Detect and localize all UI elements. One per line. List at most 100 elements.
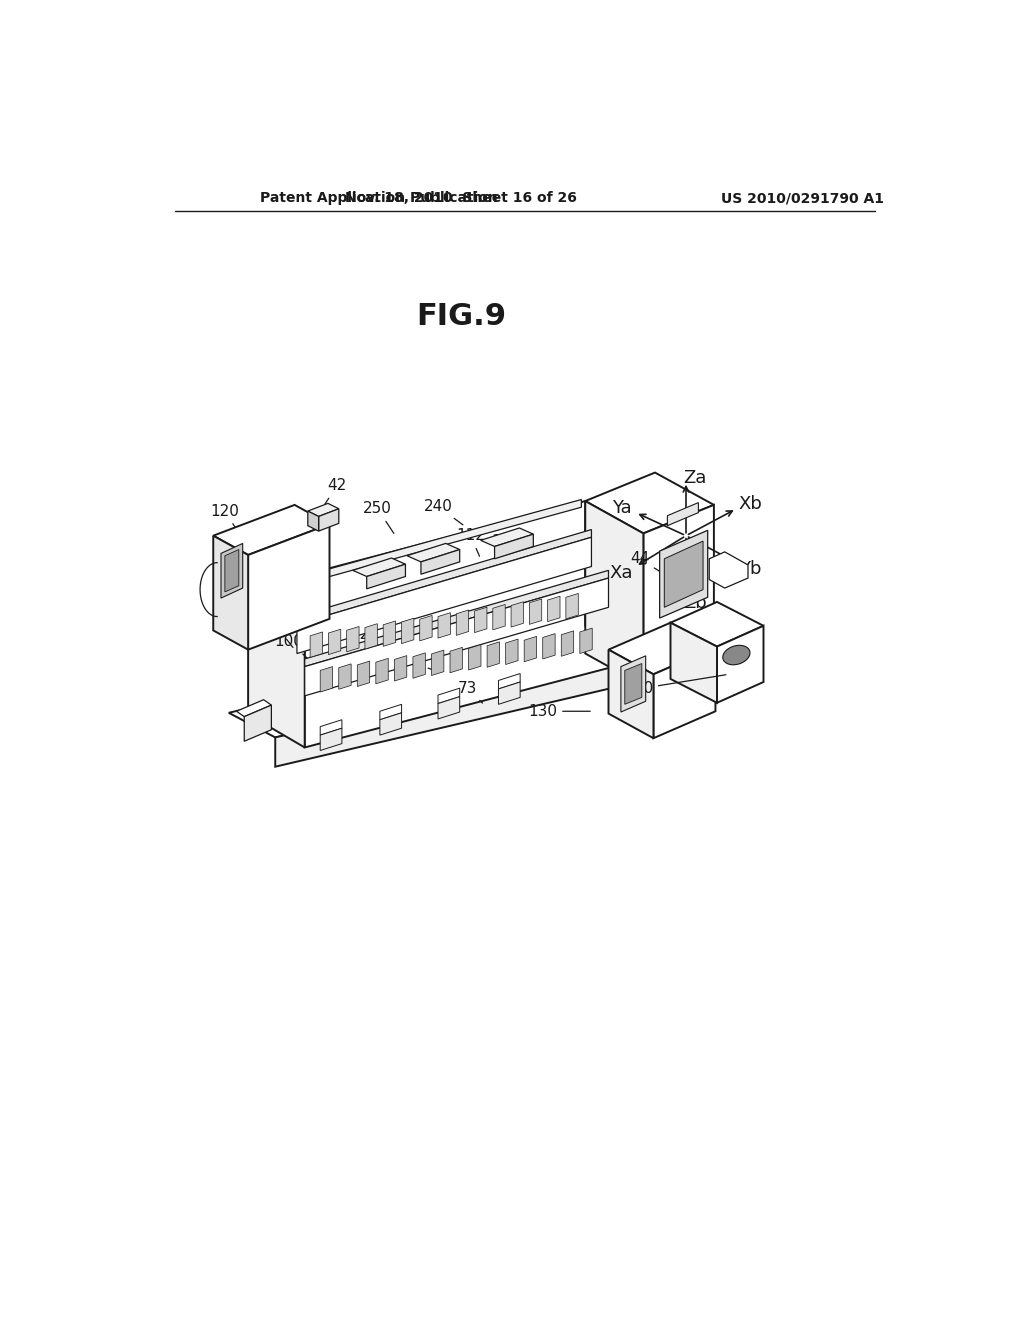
Polygon shape bbox=[653, 647, 716, 738]
Polygon shape bbox=[213, 506, 330, 554]
Polygon shape bbox=[431, 651, 443, 676]
Text: 60: 60 bbox=[365, 642, 393, 664]
Polygon shape bbox=[213, 536, 248, 649]
Text: 80: 80 bbox=[634, 675, 726, 696]
Polygon shape bbox=[421, 549, 460, 574]
Polygon shape bbox=[321, 719, 342, 735]
Text: Za: Za bbox=[684, 469, 707, 487]
Text: 70: 70 bbox=[378, 655, 404, 672]
Polygon shape bbox=[225, 549, 239, 591]
Polygon shape bbox=[339, 664, 351, 689]
Polygon shape bbox=[347, 627, 359, 652]
Polygon shape bbox=[659, 531, 708, 618]
Text: 120: 120 bbox=[211, 503, 240, 533]
Polygon shape bbox=[608, 649, 653, 738]
Polygon shape bbox=[260, 499, 582, 595]
Polygon shape bbox=[474, 607, 487, 632]
Polygon shape bbox=[380, 713, 401, 735]
Text: Yb: Yb bbox=[739, 560, 762, 578]
Polygon shape bbox=[723, 645, 750, 665]
Polygon shape bbox=[438, 612, 451, 638]
Polygon shape bbox=[305, 570, 608, 667]
Polygon shape bbox=[310, 632, 323, 657]
Text: 74: 74 bbox=[267, 619, 293, 647]
Polygon shape bbox=[438, 688, 460, 704]
Polygon shape bbox=[275, 645, 671, 767]
Polygon shape bbox=[438, 697, 460, 719]
Text: 73: 73 bbox=[458, 681, 482, 704]
Polygon shape bbox=[671, 623, 717, 702]
Polygon shape bbox=[321, 667, 333, 692]
Text: 110: 110 bbox=[492, 535, 522, 568]
Polygon shape bbox=[524, 636, 537, 661]
Polygon shape bbox=[548, 597, 560, 622]
Polygon shape bbox=[357, 661, 370, 686]
Polygon shape bbox=[586, 502, 643, 686]
Text: Patent Application Publication: Patent Application Publication bbox=[260, 191, 498, 206]
Polygon shape bbox=[586, 502, 643, 659]
Text: 42: 42 bbox=[325, 478, 347, 504]
Polygon shape bbox=[495, 535, 534, 558]
Polygon shape bbox=[671, 602, 764, 647]
Polygon shape bbox=[561, 631, 573, 656]
Text: 72: 72 bbox=[351, 627, 376, 649]
Polygon shape bbox=[380, 705, 401, 719]
Polygon shape bbox=[580, 628, 592, 653]
Polygon shape bbox=[248, 524, 330, 649]
Polygon shape bbox=[308, 511, 318, 531]
Text: Xa: Xa bbox=[610, 564, 634, 582]
Polygon shape bbox=[297, 537, 592, 653]
Text: FIG.9: FIG.9 bbox=[416, 302, 506, 331]
Text: 71: 71 bbox=[233, 591, 252, 616]
Polygon shape bbox=[228, 620, 671, 738]
Polygon shape bbox=[469, 644, 481, 671]
Polygon shape bbox=[487, 642, 500, 668]
Polygon shape bbox=[529, 599, 542, 624]
Polygon shape bbox=[665, 541, 703, 607]
Polygon shape bbox=[543, 634, 555, 659]
Polygon shape bbox=[305, 578, 608, 696]
Polygon shape bbox=[511, 602, 523, 627]
Polygon shape bbox=[367, 564, 406, 589]
Polygon shape bbox=[248, 502, 643, 623]
Polygon shape bbox=[566, 594, 579, 619]
Polygon shape bbox=[413, 653, 425, 678]
Text: Ya: Ya bbox=[612, 499, 632, 517]
Text: Nov. 18, 2010  Sheet 16 of 26: Nov. 18, 2010 Sheet 16 of 26 bbox=[345, 191, 578, 206]
Polygon shape bbox=[221, 544, 243, 598]
Text: 75: 75 bbox=[403, 655, 431, 669]
Polygon shape bbox=[493, 605, 505, 630]
Polygon shape bbox=[376, 659, 388, 684]
Polygon shape bbox=[420, 615, 432, 642]
Polygon shape bbox=[329, 630, 341, 655]
Text: Xb: Xb bbox=[738, 495, 762, 513]
Text: Zb: Zb bbox=[683, 594, 708, 611]
Polygon shape bbox=[480, 528, 534, 546]
Polygon shape bbox=[321, 729, 342, 751]
Polygon shape bbox=[237, 700, 271, 717]
Polygon shape bbox=[450, 647, 463, 673]
Text: 130: 130 bbox=[528, 704, 590, 719]
Polygon shape bbox=[305, 535, 643, 747]
Text: 112: 112 bbox=[456, 528, 485, 556]
Polygon shape bbox=[506, 639, 518, 664]
Polygon shape bbox=[625, 664, 642, 705]
Polygon shape bbox=[383, 620, 395, 647]
Polygon shape bbox=[248, 590, 305, 747]
Polygon shape bbox=[394, 656, 407, 681]
Polygon shape bbox=[297, 529, 592, 624]
Polygon shape bbox=[499, 673, 520, 689]
Polygon shape bbox=[717, 626, 764, 702]
Polygon shape bbox=[457, 610, 469, 635]
Polygon shape bbox=[668, 503, 698, 525]
Polygon shape bbox=[401, 618, 414, 644]
Polygon shape bbox=[608, 623, 716, 675]
Text: 44: 44 bbox=[630, 552, 668, 577]
Polygon shape bbox=[308, 503, 339, 516]
Text: US 2010/0291790 A1: US 2010/0291790 A1 bbox=[721, 191, 884, 206]
Text: 240: 240 bbox=[424, 499, 463, 525]
Polygon shape bbox=[586, 473, 714, 533]
Text: 250: 250 bbox=[364, 502, 394, 533]
Polygon shape bbox=[643, 506, 714, 686]
Polygon shape bbox=[352, 558, 406, 577]
